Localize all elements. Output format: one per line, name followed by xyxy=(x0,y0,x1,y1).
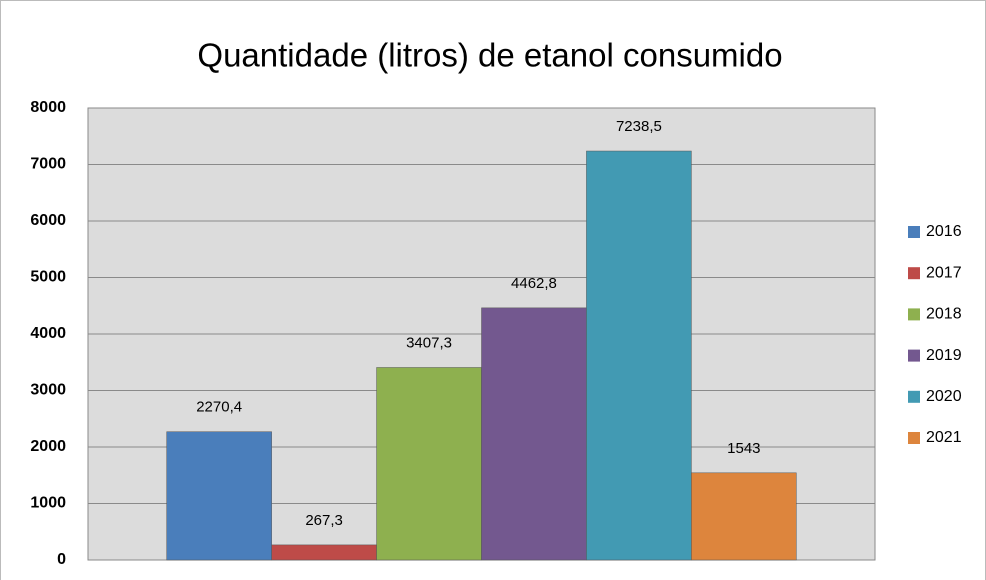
y-tick-label: 6000 xyxy=(30,212,66,229)
data-label: 4462,8 xyxy=(511,275,557,292)
data-label: 7238,5 xyxy=(616,118,662,135)
bar xyxy=(376,367,482,561)
legend-swatch xyxy=(908,226,920,238)
legend-label: 2020 xyxy=(926,388,962,405)
y-tick-label: 2000 xyxy=(30,438,66,455)
legend-swatch xyxy=(908,349,920,362)
legend-label: 2021 xyxy=(926,429,962,446)
legend-swatch xyxy=(908,432,920,444)
legend-swatch xyxy=(908,267,920,280)
bar xyxy=(166,431,272,561)
data-label: 2270,4 xyxy=(196,399,242,416)
bar xyxy=(586,150,692,561)
bar xyxy=(691,472,797,561)
y-tick-label: 3000 xyxy=(30,382,66,399)
legend-label: 2018 xyxy=(926,306,962,323)
bar xyxy=(481,307,587,561)
chart-title: Quantidade (litros) de etanol consumido xyxy=(197,37,782,74)
data-label: 1543 xyxy=(727,440,760,457)
y-tick-label: 7000 xyxy=(30,156,66,173)
y-tick-label: 4000 xyxy=(30,325,66,342)
legend-swatch xyxy=(908,308,920,321)
y-tick-label: 0 xyxy=(57,551,66,568)
data-label: 3407,3 xyxy=(406,334,452,351)
bar xyxy=(271,544,377,561)
y-tick-label: 1000 xyxy=(30,495,66,512)
y-tick-label: 5000 xyxy=(30,269,66,286)
legend-label: 2017 xyxy=(926,264,962,281)
legend-label: 2019 xyxy=(926,347,962,364)
legend-label: 2016 xyxy=(926,223,962,240)
y-tick-label: 8000 xyxy=(30,99,66,116)
legend-swatch xyxy=(908,390,920,403)
data-label: 267,3 xyxy=(305,512,343,529)
